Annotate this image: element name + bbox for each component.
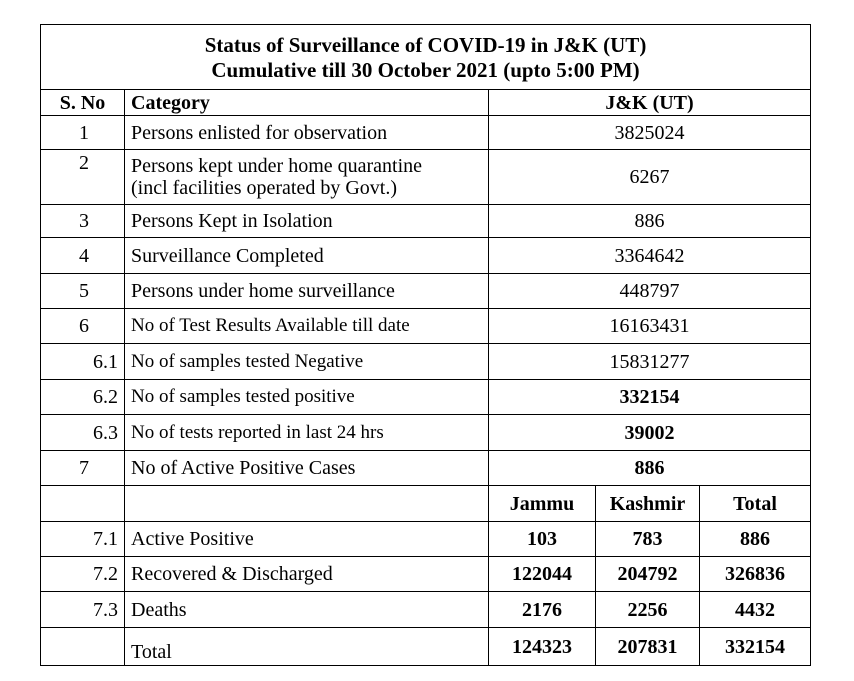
table-row: 5 Persons under home surveillance 448797 <box>40 273 812 309</box>
row-sno: 6 <box>40 308 125 344</box>
region-row-jammu: 103 <box>488 521 596 557</box>
row-sno: 6.3 <box>40 414 125 451</box>
table-row: 3 Persons Kept in Isolation 886 <box>40 204 812 238</box>
region-row-total: 332154 <box>698 627 812 666</box>
region-header-kashmir: Kashmir <box>595 485 700 522</box>
row-category: No of Test Results Available till date <box>124 308 489 344</box>
row-value: 448797 <box>487 273 812 309</box>
row-value: 16163431 <box>487 308 812 344</box>
row-value: 39002 <box>487 414 812 451</box>
row-value: 332154 <box>487 379 812 415</box>
row-category: No of samples tested Negative <box>124 343 489 380</box>
region-row-total: 886 <box>698 521 812 557</box>
row-sno: 4 <box>40 237 125 274</box>
surveillance-table: Status of Surveillance of COVID-19 in J&… <box>39 24 812 666</box>
title-row: Status of Surveillance of COVID-19 in J&… <box>39 24 812 90</box>
row-category-line1: Persons kept under home quarantine <box>131 155 423 177</box>
title-line-1: Status of Surveillance of COVID-19 in J&… <box>204 33 647 57</box>
region-row-sno: 7.3 <box>40 591 125 628</box>
region-row-jammu: 2176 <box>488 591 596 628</box>
region-header-row: Jammu Kashmir Total <box>40 485 812 522</box>
row-sno: 6.1 <box>40 343 125 380</box>
region-row-category: Active Positive <box>124 521 489 557</box>
region-row-category: Recovered & Discharged <box>124 556 489 592</box>
row-sno: 5 <box>40 273 125 309</box>
row-value: 15831277 <box>487 343 812 380</box>
region-row-kashmir: 783 <box>595 521 700 557</box>
region-row-jammu: 124323 <box>488 627 596 666</box>
region-row-kashmir: 204792 <box>595 556 700 592</box>
row-value: 886 <box>487 450 812 486</box>
row-category-line2: (incl facilities operated by Govt.) <box>131 177 398 199</box>
row-category: No of Active Positive Cases <box>124 450 489 486</box>
region-row-sno: 7.2 <box>40 556 125 592</box>
row-sno: 6.2 <box>40 379 125 415</box>
row-category: No of tests reported in last 24 hrs <box>124 414 489 451</box>
region-row-total: 326836 <box>698 556 812 592</box>
region-header-total: Total <box>698 485 812 522</box>
row-category: Persons Kept in Isolation <box>124 204 489 238</box>
row-category: No of samples tested positive <box>124 379 489 415</box>
table-row: 6.2 No of samples tested positive 332154 <box>40 379 812 415</box>
region-row-sno: 7.1 <box>40 521 125 557</box>
row-category: Surveillance Completed <box>124 237 489 274</box>
header-category: Category <box>124 89 489 116</box>
row-value: 886 <box>487 204 812 238</box>
row-value: 3364642 <box>487 237 812 274</box>
table-row: 7 No of Active Positive Cases 886 <box>40 450 812 486</box>
header-value: J&K (UT) <box>487 89 812 116</box>
region-row-kashmir: 207831 <box>595 627 700 666</box>
row-sno: 2 <box>40 149 125 205</box>
table-row: 4 Surveillance Completed 3364642 <box>40 237 812 274</box>
table-row: 6.3 No of tests reported in last 24 hrs … <box>40 414 812 451</box>
table-row: 6 No of Test Results Available till date… <box>40 308 812 344</box>
title-line-2: Cumulative till 30 October 2021 (upto 5:… <box>211 58 640 82</box>
region-total-row: Total 124323 207831 332154 <box>40 627 812 666</box>
region-row-category: Total <box>124 627 489 666</box>
row-category: Persons enlisted for observation <box>124 115 489 150</box>
row-sno: 3 <box>40 204 125 238</box>
table-row: 1 Persons enlisted for observation 38250… <box>40 115 812 150</box>
table-row: 6.1 No of samples tested Negative 158312… <box>40 343 812 380</box>
region-row-jammu: 122044 <box>488 556 596 592</box>
table-title: Status of Surveillance of COVID-19 in J&… <box>39 24 812 90</box>
region-row: 7.2 Recovered & Discharged 122044 204792… <box>40 556 812 592</box>
row-value: 3825024 <box>487 115 812 150</box>
region-header-blank-sno <box>40 485 125 522</box>
row-sno: 7 <box>40 450 125 486</box>
table-row: 2 Persons kept under home quarantine (in… <box>40 149 812 205</box>
row-category: Persons under home surveillance <box>124 273 489 309</box>
region-header-blank-category <box>124 485 489 522</box>
row-category: Persons kept under home quarantine (incl… <box>124 149 489 205</box>
region-row-total: 4432 <box>698 591 812 628</box>
region-row: 7.1 Active Positive 103 783 886 <box>40 521 812 557</box>
row-sno: 1 <box>40 115 125 150</box>
region-row-sno <box>40 627 125 666</box>
region-row: 7.3 Deaths 2176 2256 4432 <box>40 591 812 628</box>
region-row-kashmir: 2256 <box>595 591 700 628</box>
row-value: 6267 <box>487 149 812 205</box>
region-header-jammu: Jammu <box>488 485 596 522</box>
region-row-category: Deaths <box>124 591 489 628</box>
header-row: S. No Category J&K (UT) <box>40 89 812 116</box>
header-sno: S. No <box>40 89 125 116</box>
